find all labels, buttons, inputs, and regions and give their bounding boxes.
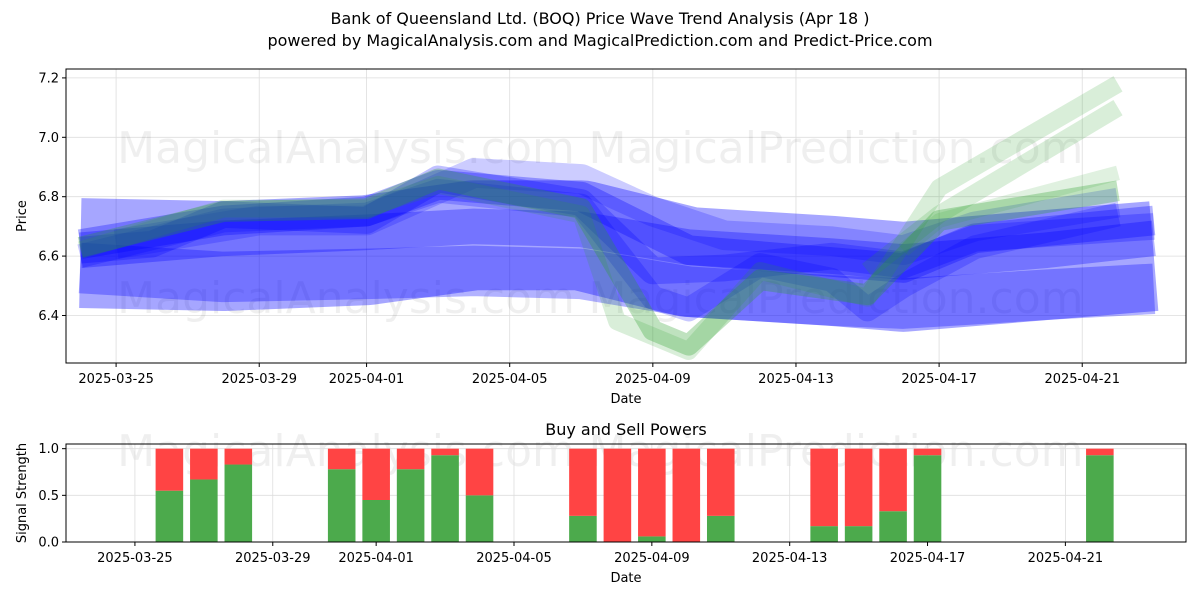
series-band-blue: [79, 180, 1159, 332]
buy-bar: [190, 479, 218, 542]
x-tick-label: 2025-03-29: [235, 551, 311, 566]
buy-bar: [638, 536, 666, 542]
y-tick-label: 0.5: [38, 489, 59, 504]
x-tick-label: 2025-03-25: [78, 372, 154, 387]
sell-bar: [844, 448, 873, 527]
x-tick-label: 2025-04-13: [758, 372, 834, 387]
buy-bar: [810, 526, 838, 542]
x-tick-label: 2025-04-01: [329, 372, 405, 387]
x-tick-label: 2025-04-17: [890, 551, 966, 566]
series-band-blue: [78, 208, 1156, 280]
buy-bar: [879, 511, 907, 542]
sell-bar: [603, 448, 632, 542]
sell-bar: [190, 448, 218, 480]
sell-bar: [1086, 448, 1114, 456]
x-tick-label: 2025-04-21: [1044, 372, 1120, 387]
buy-bar: [362, 500, 390, 542]
watermark-text: MagicalPrediction.com: [589, 123, 1084, 174]
series-band-green: [898, 165, 1120, 256]
sell-bar: [672, 448, 701, 542]
buy-bar: [569, 515, 597, 542]
series-band-blue: [77, 169, 1156, 283]
sell-bar: [706, 448, 735, 516]
y-tick-label: 0.0: [38, 536, 59, 551]
sell-bar: [431, 448, 459, 456]
buy-bar: [465, 495, 494, 542]
y-tick-label: 6.6: [38, 250, 59, 265]
price-chart: MagicalAnalysis.com MagicalPrediction.com…: [15, 68, 1187, 407]
buy-bar: [1086, 455, 1114, 542]
watermark-text: MagicalAnalysis.com: [117, 426, 575, 477]
x-tick-label: 2025-04-01: [338, 551, 414, 566]
x-tick-label: 2025-04-17: [901, 372, 977, 387]
buy-bar: [706, 515, 735, 542]
sell-bar: [396, 448, 425, 470]
x-tick-label: 2025-04-13: [752, 551, 828, 566]
buy-bar: [913, 455, 942, 542]
x-tick-label: 2025-04-21: [1028, 551, 1104, 566]
buy-bar: [224, 464, 253, 542]
y-tick-label: 6.4: [38, 309, 59, 324]
watermark-text: MagicalPrediction.com: [589, 273, 1084, 324]
series-band-blue: [79, 165, 1155, 285]
series-band-green: [77, 168, 1120, 356]
buy-bar: [155, 490, 184, 542]
x-tick-label: 2025-04-05: [472, 372, 548, 387]
series-band-green: [77, 76, 1123, 360]
watermark-text: MagicalAnalysis.com: [117, 123, 575, 174]
sell-bar: [569, 448, 597, 516]
series-band-blue: [78, 242, 1156, 329]
buy-bar: [844, 526, 873, 542]
y-tick-label: 6.8: [38, 190, 59, 205]
y-tick-label: 7.0: [38, 131, 59, 146]
x-axis-label: Date: [610, 392, 641, 407]
sell-bar: [224, 448, 253, 465]
buy-bar: [327, 469, 356, 542]
sell-bar: [465, 448, 494, 496]
chart-subtitle: powered by MagicalAnalysis.com and Magic…: [267, 31, 933, 50]
sell-bar: [638, 448, 666, 537]
sell-bar: [913, 448, 942, 456]
buy-bar: [396, 469, 425, 542]
buy-bar: [431, 455, 459, 542]
series-band-green: [861, 99, 1123, 278]
plot-frame: [65, 443, 1187, 543]
x-tick-label: 2025-04-09: [615, 372, 691, 387]
series-band-blue: [77, 178, 1121, 322]
series-band-blue: [113, 158, 1121, 266]
power-chart-title: Buy and Sell Powers: [545, 420, 707, 439]
x-tick-label: 2025-04-05: [476, 551, 552, 566]
x-axis-label: Date: [610, 571, 641, 586]
sell-bar: [155, 448, 184, 491]
sell-bar: [327, 448, 356, 470]
plot-frame: [65, 68, 1187, 364]
watermark-text: MagicalPrediction.com: [589, 426, 1084, 477]
chart-title: Bank of Queensland Ltd. (BOQ) Price Wave…: [330, 9, 870, 28]
x-tick-label: 2025-03-29: [221, 372, 297, 387]
watermark-text: MagicalAnalysis.com: [117, 273, 575, 324]
x-tick-label: 2025-04-09: [614, 551, 690, 566]
x-tick-label: 2025-03-25: [97, 551, 173, 566]
y-tick-label: 1.0: [38, 442, 59, 457]
y-axis-label: Price: [15, 200, 30, 232]
series-group: [77, 76, 1159, 360]
y-axis-label: Signal Strength: [15, 443, 30, 543]
sell-bar: [879, 448, 907, 512]
sell-bar: [362, 448, 390, 500]
y-tick-label: 7.2: [38, 71, 59, 86]
sell-bar: [810, 448, 838, 527]
